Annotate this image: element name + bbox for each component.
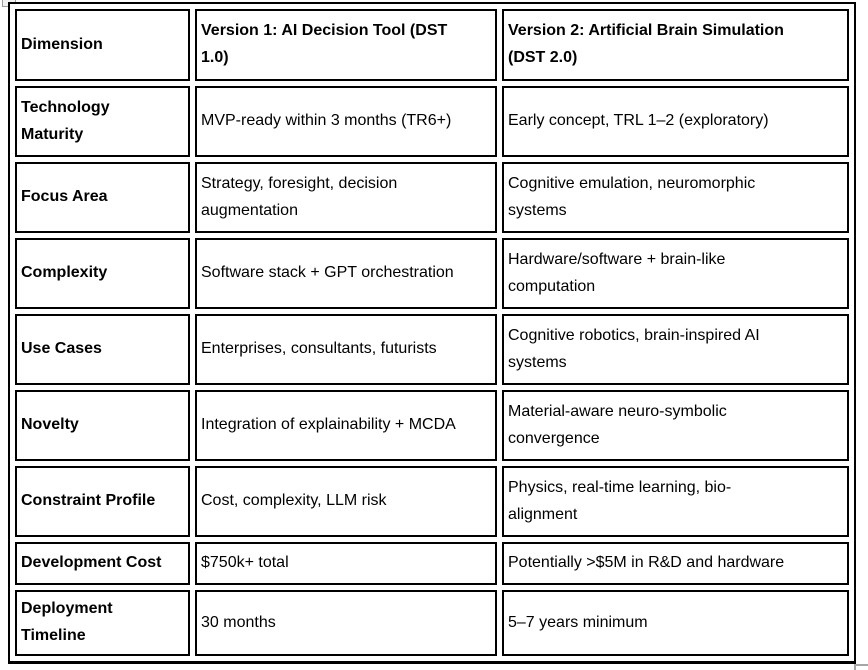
cell-v2-deployment-timeline[interactable]: 5–7 years minimum — [502, 590, 849, 656]
cell-v2-development-cost[interactable]: Potentially >$5M in R&D and hardware — [502, 542, 849, 585]
comparison-table: Dimension Version 1: AI Decision Tool (D… — [8, 2, 856, 664]
header-cell-version1[interactable]: Version 1: AI Decision Tool (DST 1.0) — [195, 9, 497, 81]
table-header-row: Dimension Version 1: AI Decision Tool (D… — [15, 9, 849, 81]
cell-v2-novelty[interactable]: Material-aware neuro-symbolic convergenc… — [502, 390, 849, 461]
table-resize-handle[interactable] — [854, 664, 868, 670]
cell-complexity[interactable]: Complexity — [15, 238, 190, 309]
cell-deployment-timeline[interactable]: Deployment Timeline — [15, 590, 190, 656]
cell-v2-technology-maturity[interactable]: Early concept, TRL 1–2 (exploratory) — [502, 86, 849, 157]
cell-use-cases[interactable]: Use Cases — [15, 314, 190, 385]
cell-technology-maturity[interactable]: Technology Maturity — [15, 86, 190, 157]
cell-focus-area[interactable]: Focus Area — [15, 162, 190, 233]
cell-constraint-profile[interactable]: Constraint Profile — [15, 466, 190, 537]
table-row: Constraint Profile Cost, complexity, LLM… — [15, 466, 849, 537]
table-row: Deployment Timeline 30 months 5–7 years … — [15, 590, 849, 656]
cell-development-cost[interactable]: Development Cost — [15, 542, 190, 585]
header-cell-version2[interactable]: Version 2: Artificial Brain Simulation (… — [502, 9, 849, 81]
cell-v2-focus-area[interactable]: Cognitive emulation, neuromorphic system… — [502, 162, 849, 233]
table-row: Novelty Integration of explainability + … — [15, 390, 849, 461]
header-cell-dimension[interactable]: Dimension — [15, 9, 190, 81]
cell-novelty[interactable]: Novelty — [15, 390, 190, 461]
table-row: Technology Maturity MVP-ready within 3 m… — [15, 86, 849, 157]
table-row: Development Cost $750k+ total Potentiall… — [15, 542, 849, 585]
cell-v1-complexity[interactable]: Software stack + GPT orchestration — [195, 238, 497, 309]
cell-v1-technology-maturity[interactable]: MVP-ready within 3 months (TR6+) — [195, 86, 497, 157]
cell-v1-novelty[interactable]: Integration of explainability + MCDA — [195, 390, 497, 461]
table-row: Use Cases Enterprises, consultants, futu… — [15, 314, 849, 385]
cell-v2-complexity[interactable]: Hardware/software + brain-like computati… — [502, 238, 849, 309]
cell-v2-constraint-profile[interactable]: Physics, real-time learning, bio- alignm… — [502, 466, 849, 537]
cell-v1-development-cost[interactable]: $750k+ total — [195, 542, 497, 585]
cell-v1-focus-area[interactable]: Strategy, foresight, decision augmentati… — [195, 162, 497, 233]
table-row: Complexity Software stack + GPT orchestr… — [15, 238, 849, 309]
cell-v2-use-cases[interactable]: Cognitive robotics, brain-inspired AI sy… — [502, 314, 849, 385]
table-row: Focus Area Strategy, foresight, decision… — [15, 162, 849, 233]
cell-v1-deployment-timeline[interactable]: 30 months — [195, 590, 497, 656]
cell-v1-constraint-profile[interactable]: Cost, complexity, LLM risk — [195, 466, 497, 537]
cell-v1-use-cases[interactable]: Enterprises, consultants, futurists — [195, 314, 497, 385]
